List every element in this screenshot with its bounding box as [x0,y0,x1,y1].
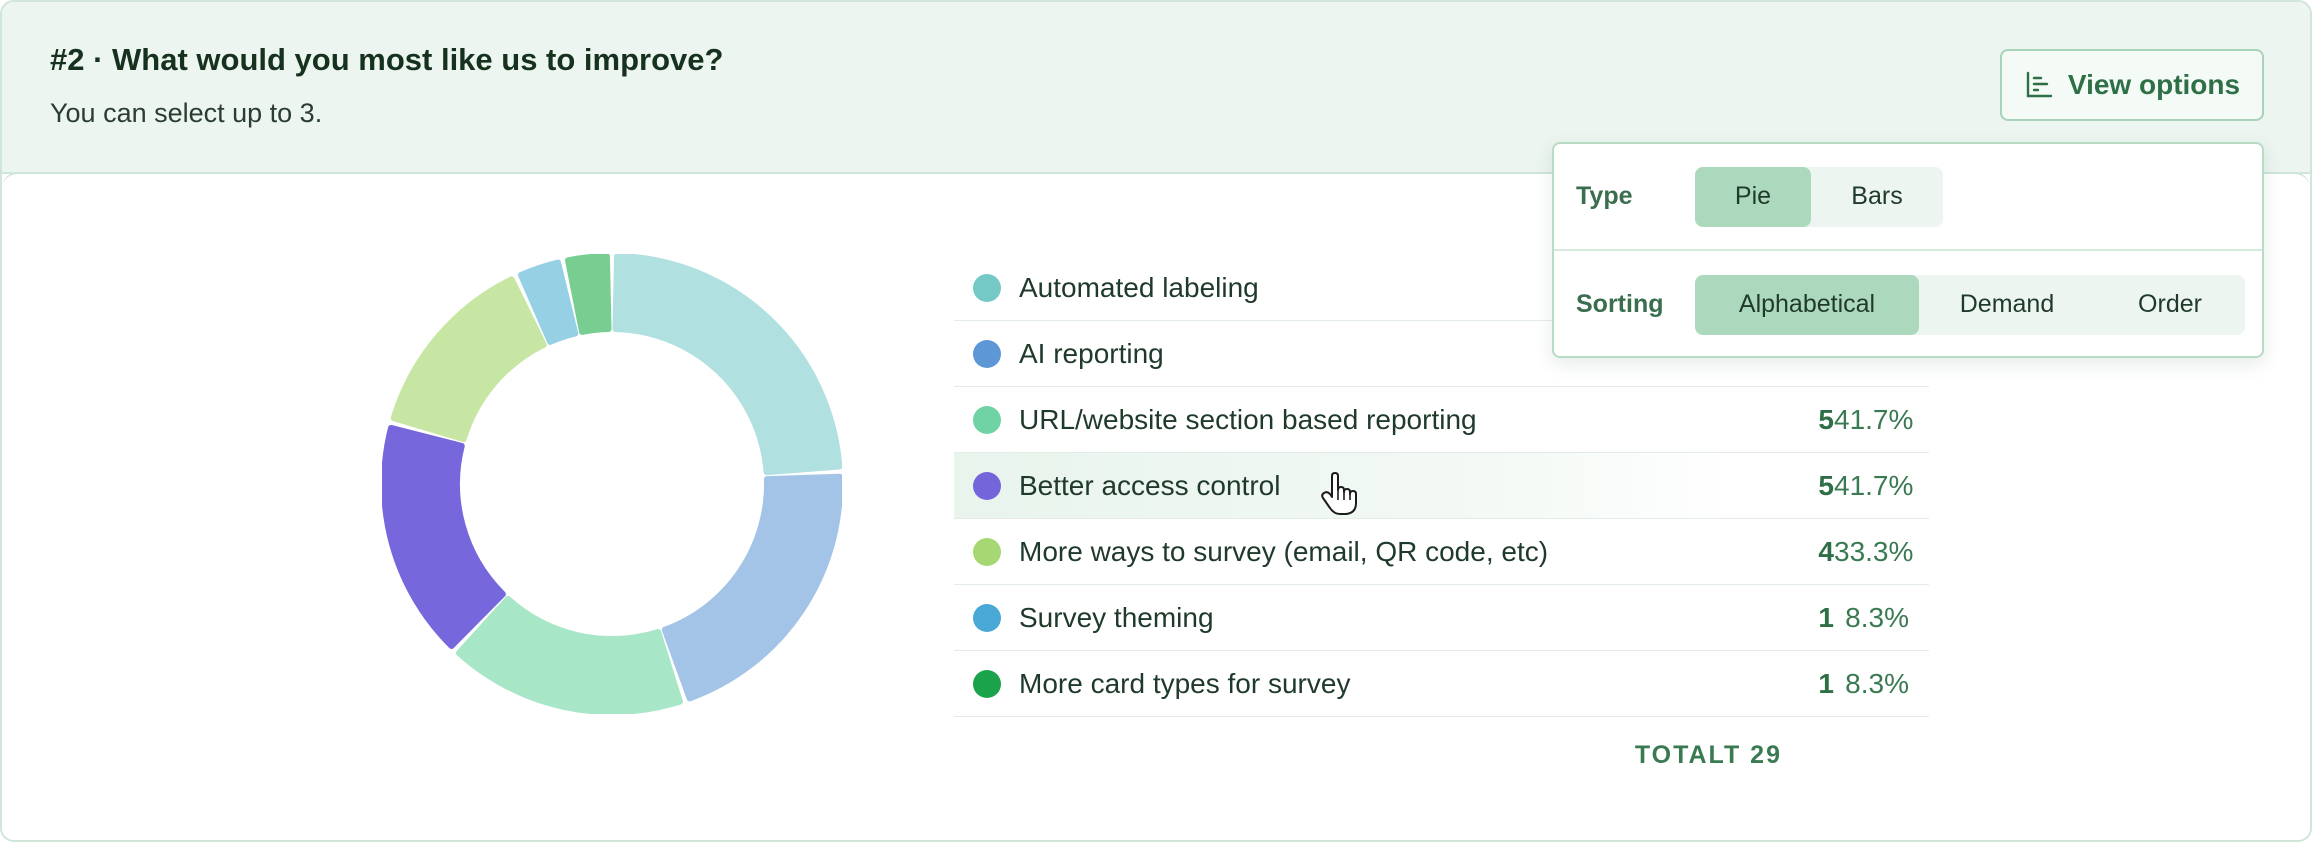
question-subtitle: You can select up to 3. [50,98,323,128]
legend-label: Automated labeling [1019,271,1259,303]
donut-slice[interactable] [565,254,612,335]
legend-percent: 41.7% [1834,403,1914,435]
legend-row[interactable]: AI reporting [954,321,1929,387]
donut-slice[interactable] [455,595,683,714]
legend-label: More card types for survey [1019,667,1351,699]
sorting-segmented-control: Alphabetical Demand Order [1695,274,2245,335]
legend-label: URL/website section based reporting [1019,403,1477,435]
legend-label: Survey theming [1019,601,1214,633]
bar-chart-icon [2026,71,2053,98]
type-row: Type Pie Bars [1554,144,2262,251]
total-count: TOTALT 29 [1634,741,1782,769]
legend-percent: 8.3% [1845,667,1909,699]
legend-row[interactable]: Better access control 5 41.7% [954,453,1929,519]
type-option-bars[interactable]: Bars [1851,182,1903,210]
legend-label: Better access control [1019,469,1281,501]
view-options-popover: Type Pie Bars Sorting Alphabetical Deman… [1552,142,2264,358]
results-legend: Automated labeling AI reporting URL/websit… [954,255,1929,717]
legend-label: AI reporting [1019,337,1164,369]
legend-count: 1 [1818,601,1834,633]
view-options-label: View options [2067,69,2241,100]
legend-percent: 41.7% [1834,469,1914,501]
sorting-row: Sorting Alphabetical Demand Order [1554,251,2262,358]
legend-count: 1 [1818,667,1834,699]
sorting-label: Sorting [1576,290,1664,318]
donut-slice[interactable] [612,254,842,476]
question-title: #2 · What would you most like us to impr… [50,42,724,77]
donut-slice[interactable] [382,424,506,649]
donut-slice[interactable] [390,276,547,443]
legend-color-dot [973,537,1001,566]
legend-color-dot [973,603,1001,632]
sorting-option-demand[interactable]: Demand [1959,290,2055,318]
sorting-option-order[interactable]: Order [2138,290,2202,318]
legend-count: 5 [1818,469,1834,501]
legend-color-dot [973,471,1001,500]
type-option-pie[interactable]: Pie [1695,166,1811,227]
type-label: Type [1576,182,1633,210]
donut-slice[interactable] [661,473,842,702]
view-options-button[interactable]: View options [2000,49,2264,121]
hand-cursor-icon [1321,472,1357,515]
legend-count: 5 [1818,403,1834,435]
question-header: #2 · What would you most like us to impr… [2,2,2310,174]
legend-color-dot [973,669,1001,698]
legend-row[interactable]: More ways to survey (email, QR code, etc… [954,519,1929,585]
sorting-option-alphabetical[interactable]: Alphabetical [1695,274,1919,335]
legend-row[interactable]: URL/website section based reporting 5 41.7… [954,387,1929,453]
legend-color-dot [973,273,1001,302]
type-segmented-control: Pie Bars [1695,166,1943,227]
donut-slice[interactable] [517,259,579,345]
legend-color-dot [973,405,1001,434]
legend-label: More ways to survey (email, QR code, etc… [1019,535,1549,567]
legend-percent: 33.3% [1834,535,1914,567]
legend-row[interactable]: Automated labeling [954,255,1929,321]
legend-row[interactable]: Survey theming 1 8.3% [954,585,1929,651]
legend-count: 4 [1818,535,1834,567]
legend-percent: 8.3% [1845,601,1909,633]
donut-chart [382,254,842,714]
legend-row[interactable]: More card types for survey 1 8.3% [954,651,1929,717]
legend-color-dot [973,339,1001,368]
